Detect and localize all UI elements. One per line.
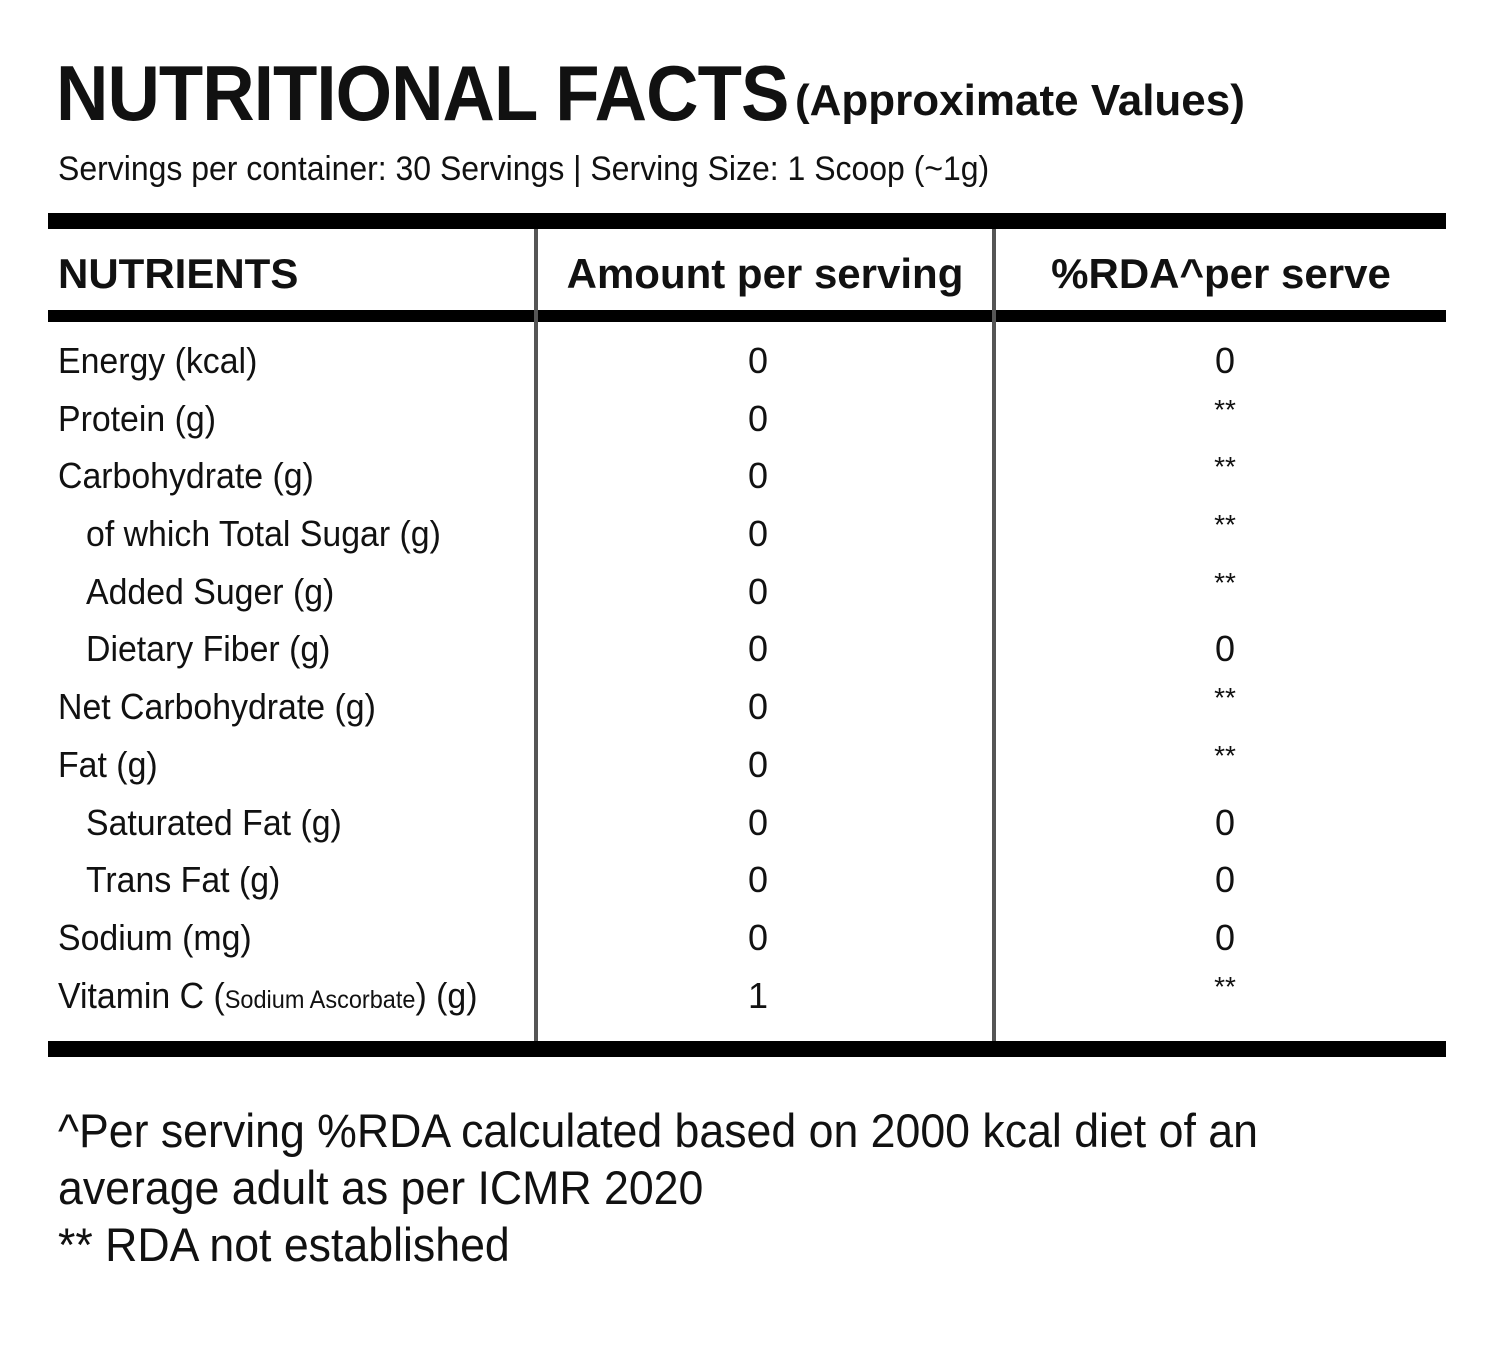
page-title: NUTRITIONAL FACTS (56, 49, 789, 137)
nutrient-rda: ** (1214, 682, 1236, 714)
nutrient-amount: 0 (747, 340, 769, 381)
nutrient-name-source: Sodium Ascorbate (224, 985, 416, 1014)
table-row: Fat (g) 0 ** (0, 740, 1500, 798)
table-row: Trans Fat (g) 0 0 (0, 855, 1500, 913)
nutrient-amount: 0 (747, 570, 769, 612)
nutrient-amount: 0 (747, 801, 769, 843)
nutrient-name-vitamin-c: Vitamin C (Sodium Ascorbate) (g) (58, 975, 478, 1017)
nutrient-rda: 0 (1214, 340, 1236, 381)
footnote-rda-basis-line-2: average adult as per ICMR 2020 (58, 1161, 704, 1214)
nutrient-name-prefix: Vitamin C ( (58, 974, 225, 1016)
nutrient-amount: 0 (747, 455, 769, 497)
table-row: Carbohydrate (g) 0 ** (0, 451, 1500, 509)
nutrient-amount: 0 (747, 916, 769, 958)
nutrient-amount: 0 (747, 686, 769, 728)
nutrient-rda: ** (1214, 566, 1236, 598)
nutrient-name-suffix: ) (g) (415, 974, 478, 1016)
nutrient-rda: 0 (1214, 628, 1236, 670)
nutrient-amount: 0 (747, 628, 769, 670)
table-bottom-rule (48, 1041, 1446, 1057)
table-top-rule (48, 213, 1446, 229)
nutrient-rda: ** (1214, 509, 1236, 541)
table-row: Vitamin C (Sodium Ascorbate) (g) 1 ** (0, 971, 1500, 1029)
table-row: Added Suger (g) 0 ** (0, 567, 1500, 625)
nutrient-rda: ** (1214, 393, 1236, 425)
table-row: Saturated Fat (g) 0 0 (0, 798, 1500, 856)
nutrient-rda: ** (1214, 451, 1236, 483)
table-row: Net Carbohydrate (g) 0 ** (0, 682, 1500, 740)
footnote-rda-basis-line-1: ^Per serving %RDA calculated based on 20… (58, 1104, 1258, 1157)
header-rda: %RDA^per serve (1051, 250, 1391, 297)
title-row: NUTRITIONAL FACTS (56, 48, 844, 139)
nutrient-amount: 0 (747, 859, 769, 901)
nutrient-rda: 0 (1214, 916, 1236, 958)
table-row: Sodium (mg) 0 0 (0, 913, 1500, 971)
servings-info: Servings per container: 30 Servings | Se… (58, 150, 990, 188)
nutrient-name: Dietary Fiber (g) (86, 628, 331, 670)
nutrient-amount: 0 (747, 397, 769, 439)
nutrient-amount: 0 (747, 743, 769, 785)
footnote-rda-not-established: ** RDA not established (58, 1218, 510, 1271)
header-nutrients: NUTRIENTS (58, 250, 299, 297)
nutrient-amount: 0 (747, 513, 769, 555)
nutrient-name: Fat (g) (58, 743, 158, 785)
nutrient-amount: 1 (747, 974, 769, 1016)
nutrient-name: Saturated Fat (g) (86, 801, 342, 843)
nutrient-rda: ** (1214, 970, 1236, 1002)
nutrient-name: Added Suger (g) (86, 570, 335, 612)
table-row: Dietary Fiber (g) 0 0 (0, 624, 1500, 682)
header-amount: Amount per serving (566, 250, 964, 297)
column-divider-1 (534, 229, 538, 1041)
nutrient-rda: 0 (1214, 859, 1236, 901)
nutrient-name: Net Carbohydrate (g) (58, 686, 376, 728)
table-row: Energy (kcal) 0 0 (0, 336, 1500, 394)
footnotes: ^Per serving %RDA calculated based on 20… (58, 1102, 1258, 1273)
page-subtitle: (Approximate Values) (795, 76, 1245, 125)
nutrient-rda: ** (1214, 739, 1236, 771)
nutrient-name: Carbohydrate (g) (58, 455, 314, 497)
table-row: of which Total Sugar (g) 0 ** (0, 509, 1500, 567)
column-divider-2 (992, 229, 996, 1041)
nutrient-name: Energy (kcal) (58, 340, 258, 381)
nutrient-name: Trans Fat (g) (86, 859, 281, 901)
nutrient-rda: 0 (1214, 801, 1236, 843)
nutrient-name: Sodium (mg) (58, 916, 252, 958)
nutrient-rows: Energy (kcal) 0 0 Protein (g) 0 ** Carbo… (0, 336, 1500, 1028)
nutrient-name: Protein (g) (58, 397, 216, 439)
table-row: Protein (g) 0 ** (0, 394, 1500, 452)
header-rule (48, 310, 1446, 322)
nutrient-name: of which Total Sugar (g) (86, 513, 441, 555)
